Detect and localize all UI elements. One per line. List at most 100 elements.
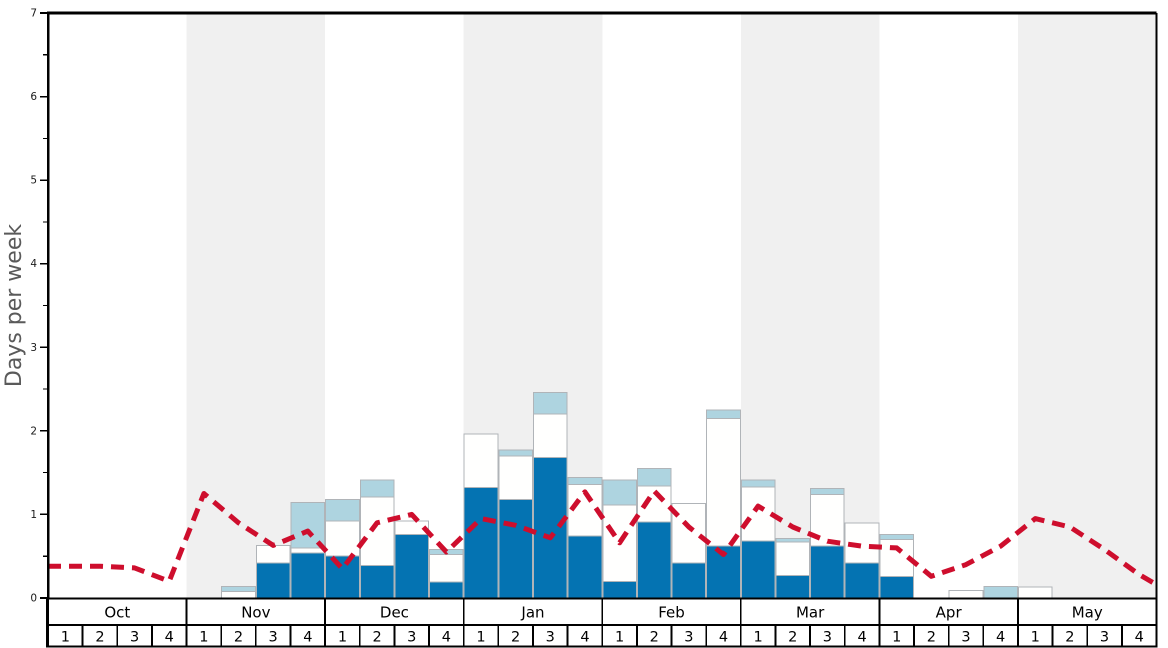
- y-tick-label: 4: [30, 258, 37, 270]
- bar-dark-blue-segment-Jan-3: [532, 457, 568, 599]
- week-number-label: 3: [407, 630, 416, 646]
- week-number-label: 4: [1135, 630, 1144, 646]
- week-number-label: 4: [719, 630, 728, 646]
- bar-dark-blue-segment-Mar-2: [775, 574, 811, 599]
- week-number-label: 3: [684, 630, 693, 646]
- month-label-Apr: Apr: [936, 604, 963, 622]
- month-label-Mar: Mar: [796, 604, 825, 622]
- month-label-Oct: Oct: [104, 604, 130, 622]
- bar-light-blue-segment-Jan-3: [532, 391, 568, 415]
- bar-white-segment-Nov-4: [290, 547, 326, 554]
- week-number-label: 2: [511, 630, 520, 646]
- week-number-label: 1: [615, 630, 624, 646]
- week-number-label: 2: [650, 630, 659, 646]
- week-number-label: 2: [788, 630, 797, 646]
- bar-dark-blue-segment-Mar-4: [844, 562, 880, 599]
- bar-light-blue-segment-Nov-4: [290, 502, 326, 549]
- week-number-label: 2: [927, 630, 936, 646]
- bar-light-blue-segment-Nov-2: [221, 585, 256, 592]
- week-number-label: 1: [338, 630, 347, 646]
- bar-light-blue-segment-Feb-1: [602, 479, 637, 506]
- week-number-label: 4: [442, 630, 451, 646]
- bar-light-blue-segment-Dec-2: [359, 479, 395, 498]
- bar-white-segment-Mar-1: [740, 486, 776, 542]
- bar-white-segment-Dec-3: [394, 520, 430, 535]
- bar-light-blue-segment-Jan-4: [567, 477, 603, 485]
- bar-white-segment-Jan-1: [463, 433, 499, 489]
- bar-dark-blue-segment-Jan-1: [463, 487, 499, 599]
- week-number-label: 3: [823, 630, 832, 646]
- bar-light-blue-segment-Dec-1: [325, 498, 360, 522]
- week-number-label: 4: [165, 630, 174, 646]
- week-number-label: 1: [476, 630, 485, 646]
- bar-white-segment-Jan-2: [498, 455, 533, 500]
- bar-white-segment-Jan-3: [532, 413, 568, 459]
- bar-dark-blue-segment-Mar-1: [740, 540, 776, 599]
- bar-white-segment-Nov-2: [221, 590, 256, 599]
- week-number-label: 1: [1031, 630, 1040, 646]
- month-cell-Nov: [185, 597, 327, 626]
- average-dashed-line: [48, 488, 1158, 587]
- bar-dark-blue-segment-Jan-2: [498, 498, 533, 599]
- week-number-label: 1: [199, 630, 208, 646]
- week-number-label: 4: [580, 630, 589, 646]
- week-number-label: 2: [1065, 630, 1074, 646]
- week-number-label: 4: [303, 630, 312, 646]
- bar-white-segment-Feb-4: [706, 417, 741, 547]
- week-number-label: 2: [372, 630, 381, 646]
- y-tick-label: 3: [30, 342, 37, 354]
- bar-dark-blue-segment-Feb-1: [602, 580, 637, 599]
- bar-light-blue-segment-Apr-4: [983, 585, 1018, 599]
- bar-light-blue-segment-Feb-4: [706, 409, 741, 419]
- week-number-label: 3: [130, 630, 139, 646]
- axis-table-outline: [45, 597, 1158, 648]
- y-tick-label: 2: [30, 425, 37, 437]
- month-label-Jan: Jan: [520, 604, 544, 622]
- week-number-label: 3: [269, 630, 278, 646]
- week-number-label: 3: [546, 630, 555, 646]
- bar-light-blue-segment-Feb-2: [636, 467, 672, 487]
- bar-dark-blue-segment-Feb-3: [671, 562, 707, 599]
- y-tick-label: 5: [30, 175, 37, 187]
- bar-white-segment-May-1: [1017, 586, 1053, 599]
- week-number-label: 3: [1100, 630, 1109, 646]
- bar-white-segment-Apr-3: [948, 589, 984, 599]
- week-number-label: 1: [754, 630, 763, 646]
- bar-dark-blue-segment-Dec-1: [325, 555, 360, 599]
- week-number-label: 4: [857, 630, 866, 646]
- bar-dark-blue-segment-Nov-4: [290, 552, 326, 599]
- week-number-label: 2: [234, 630, 243, 646]
- shaded-month-band: [186, 13, 326, 598]
- y-tick-label: 6: [30, 91, 37, 103]
- y-tick-label: 0: [30, 593, 37, 605]
- bar-dark-blue-segment-Dec-3: [394, 533, 430, 599]
- bar-dark-blue-segment-Mar-3: [810, 545, 845, 599]
- bar-light-blue-segment-Mar-1: [740, 479, 776, 488]
- y-axis-title: Days per week: [2, 224, 27, 387]
- bar-dark-blue-segment-Dec-4: [429, 581, 464, 599]
- bar-light-blue-segment-Jan-2: [498, 449, 533, 457]
- bar-white-segment-Dec-1: [325, 520, 360, 557]
- bar-white-segment-Dec-4: [429, 554, 464, 583]
- y-tick-label: 7: [30, 8, 37, 20]
- month-label-May: May: [1072, 604, 1103, 622]
- bar-dark-blue-segment-Feb-2: [636, 521, 672, 599]
- bar-white-segment-Feb-2: [636, 485, 672, 523]
- week-number-label: 4: [996, 630, 1005, 646]
- bar-light-blue-segment-Mar-2: [775, 538, 811, 543]
- week-number-label: 3: [961, 630, 970, 646]
- bar-dark-blue-segment-Dec-2: [359, 564, 395, 599]
- week-number-label: 1: [892, 630, 901, 646]
- bar-white-segment-Mar-2: [775, 541, 811, 576]
- month-label-Dec: Dec: [380, 604, 409, 622]
- bar-dark-blue-segment-Nov-3: [255, 562, 291, 599]
- week-number-label: 1: [61, 630, 70, 646]
- bar-dark-blue-segment-Jan-4: [567, 535, 603, 599]
- month-label-Nov: Nov: [241, 604, 270, 622]
- bar-dark-blue-segment-Apr-1: [879, 575, 915, 599]
- bar-white-segment-Dec-2: [359, 496, 395, 566]
- month-label-Feb: Feb: [658, 604, 685, 622]
- bar-white-segment-Nov-3: [255, 544, 291, 564]
